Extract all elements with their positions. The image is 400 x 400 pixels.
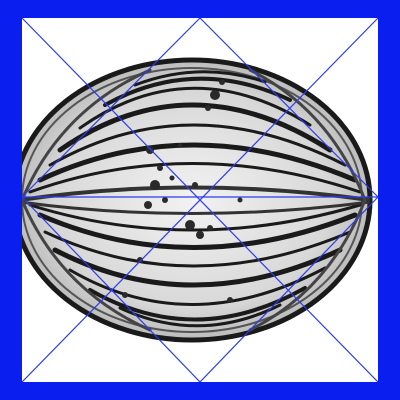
grain-ridges: [18, 68, 370, 332]
diagonal-guide-line: [21, 17, 379, 383]
grain-speckles: [122, 79, 243, 303]
diamond-guide-line: [199, 17, 379, 198]
diamond-guide-line: [21, 196, 201, 383]
diamond-guide-line: [199, 196, 379, 383]
pollen-grain: [11, 57, 373, 343]
diamond-guide-line: [21, 17, 201, 198]
overlay-guides: [21, 17, 379, 383]
